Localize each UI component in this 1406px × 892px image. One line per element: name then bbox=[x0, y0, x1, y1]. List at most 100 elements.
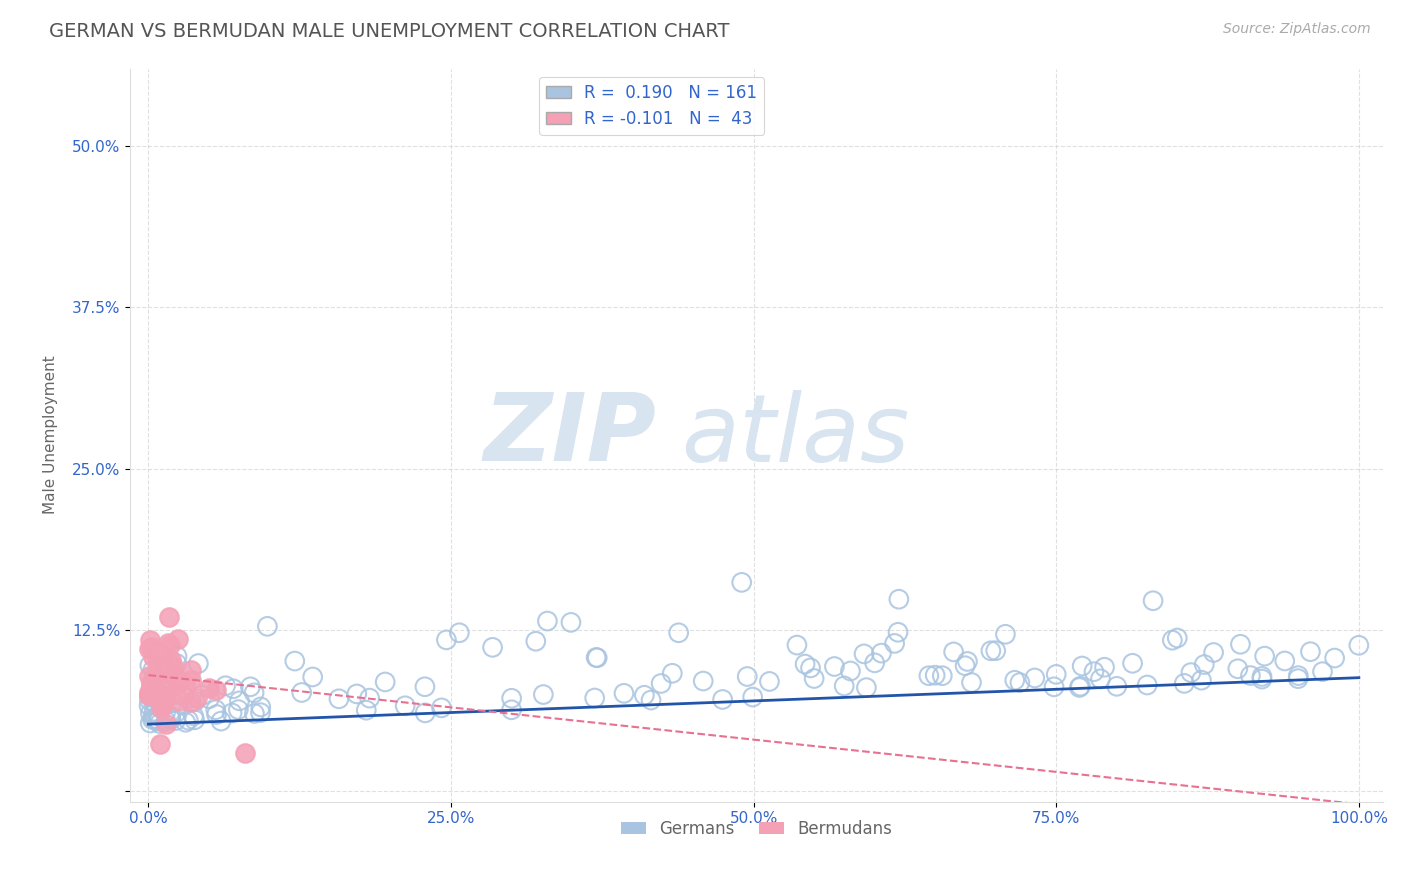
Point bbox=[142, 712, 165, 726]
Point bbox=[138, 684, 160, 698]
Point bbox=[186, 690, 208, 705]
Point bbox=[855, 681, 877, 695]
Point bbox=[980, 644, 1002, 658]
Point bbox=[169, 675, 191, 690]
Point bbox=[501, 691, 523, 706]
Point bbox=[165, 669, 187, 683]
Point bbox=[173, 677, 195, 691]
Point bbox=[284, 654, 307, 668]
Point bbox=[786, 638, 808, 652]
Point bbox=[692, 674, 714, 689]
Point bbox=[794, 657, 817, 671]
Text: atlas: atlas bbox=[682, 390, 910, 481]
Point bbox=[139, 658, 162, 673]
Point bbox=[1069, 681, 1091, 695]
Point bbox=[356, 703, 378, 717]
Point bbox=[1083, 665, 1105, 679]
Point bbox=[536, 614, 558, 628]
Point bbox=[143, 691, 166, 706]
Point bbox=[204, 703, 226, 717]
Point bbox=[143, 676, 166, 690]
Point bbox=[887, 625, 910, 640]
Point bbox=[143, 686, 166, 700]
Point bbox=[159, 709, 181, 723]
Point bbox=[155, 706, 177, 720]
Point bbox=[149, 695, 172, 709]
Point bbox=[142, 706, 165, 721]
Y-axis label: Male Unemployment: Male Unemployment bbox=[44, 356, 58, 515]
Point bbox=[214, 679, 236, 693]
Point bbox=[1024, 671, 1046, 685]
Point bbox=[1274, 654, 1296, 668]
Point bbox=[583, 691, 606, 706]
Point bbox=[1008, 675, 1031, 690]
Point bbox=[481, 640, 503, 655]
Point bbox=[162, 696, 184, 710]
Point bbox=[198, 691, 221, 706]
Point bbox=[148, 645, 170, 659]
Point bbox=[585, 650, 607, 665]
Point bbox=[731, 575, 754, 590]
Point bbox=[183, 709, 205, 723]
Point bbox=[159, 653, 181, 667]
Point bbox=[149, 738, 172, 752]
Point bbox=[159, 712, 181, 726]
Point bbox=[1194, 657, 1216, 672]
Point bbox=[148, 660, 170, 674]
Point bbox=[924, 668, 946, 682]
Point bbox=[633, 688, 655, 702]
Point bbox=[291, 685, 314, 699]
Point bbox=[1229, 637, 1251, 651]
Point bbox=[413, 706, 436, 720]
Point bbox=[960, 675, 983, 690]
Point bbox=[228, 703, 250, 717]
Point bbox=[1239, 668, 1261, 682]
Point bbox=[1045, 667, 1067, 681]
Point bbox=[1202, 646, 1225, 660]
Point bbox=[1251, 672, 1274, 686]
Point bbox=[984, 643, 1007, 657]
Point bbox=[436, 632, 458, 647]
Point bbox=[165, 706, 187, 720]
Point bbox=[1251, 669, 1274, 683]
Point bbox=[155, 677, 177, 691]
Point bbox=[150, 649, 173, 664]
Point bbox=[1226, 662, 1249, 676]
Point bbox=[301, 670, 323, 684]
Point bbox=[1173, 676, 1195, 690]
Point bbox=[839, 664, 862, 678]
Point bbox=[1323, 651, 1346, 665]
Point bbox=[159, 638, 181, 652]
Point bbox=[1286, 672, 1309, 686]
Point bbox=[668, 625, 690, 640]
Point bbox=[141, 690, 163, 704]
Point bbox=[149, 716, 172, 731]
Point bbox=[205, 682, 228, 697]
Point bbox=[799, 661, 821, 675]
Point bbox=[170, 688, 193, 702]
Point bbox=[1161, 633, 1184, 648]
Point bbox=[157, 610, 180, 624]
Point bbox=[138, 669, 160, 683]
Point bbox=[138, 688, 160, 702]
Point bbox=[165, 687, 187, 701]
Point bbox=[166, 649, 188, 664]
Point bbox=[177, 713, 200, 727]
Point bbox=[139, 633, 162, 648]
Point bbox=[146, 654, 169, 668]
Point bbox=[221, 706, 243, 720]
Point bbox=[222, 681, 245, 696]
Point bbox=[152, 666, 174, 681]
Point bbox=[205, 707, 228, 722]
Point bbox=[148, 692, 170, 706]
Point bbox=[180, 695, 202, 709]
Point bbox=[803, 672, 825, 686]
Point bbox=[138, 698, 160, 713]
Point bbox=[233, 746, 256, 760]
Point bbox=[243, 706, 266, 721]
Point bbox=[174, 715, 197, 730]
Point bbox=[661, 666, 683, 681]
Point bbox=[1136, 678, 1159, 692]
Point bbox=[346, 687, 368, 701]
Point bbox=[138, 693, 160, 707]
